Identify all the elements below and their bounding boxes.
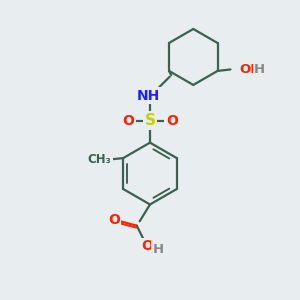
Text: O: O (108, 213, 120, 227)
Text: NH: NH (137, 89, 160, 103)
Text: O: O (141, 239, 153, 253)
Text: O: O (122, 114, 134, 128)
Text: H: H (152, 243, 164, 256)
Text: O: O (166, 114, 178, 128)
Text: H: H (254, 63, 265, 76)
Text: S: S (145, 113, 155, 128)
Text: OH: OH (239, 63, 262, 76)
Text: CH₃: CH₃ (87, 153, 111, 166)
